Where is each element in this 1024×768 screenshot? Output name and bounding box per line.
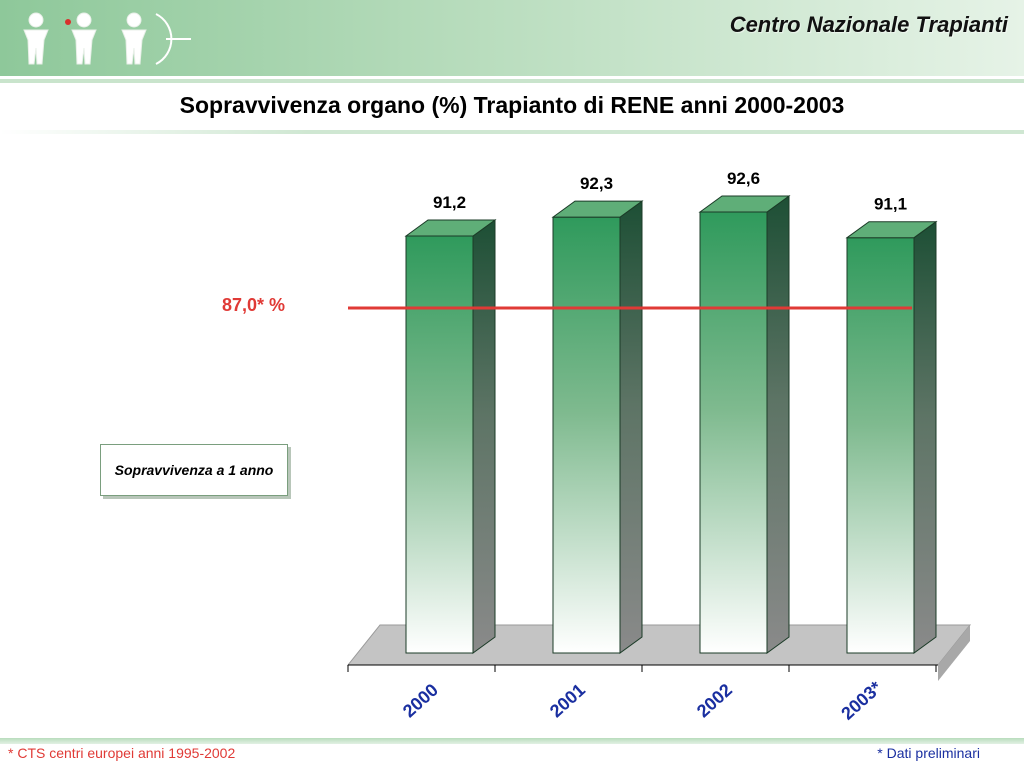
x-tick-label: 2002 (693, 680, 736, 722)
brand-name: Centro Nazionale Trapianti (729, 12, 1008, 37)
cnt-logo-icon (23, 12, 191, 65)
data-label: 92,3 (580, 174, 613, 193)
footer-divider (0, 738, 1024, 744)
bar-front (699, 211, 768, 654)
bar-chart: 91,2 92,3 92,6 91,1 2000 2001 2002 2003* (346, 169, 972, 724)
bar-top (404, 219, 497, 237)
chart-floor-edge (938, 625, 970, 681)
bar-top (698, 195, 791, 213)
x-tick-label: 2003* (837, 677, 885, 723)
x-tick-label: 2001 (546, 680, 589, 722)
page-title: Sopravvivenza organo (%) Trapianto di RE… (179, 92, 845, 118)
reference-line-label: 87,0* % (222, 295, 286, 315)
bar-front (846, 237, 915, 654)
bar-front (405, 235, 474, 654)
bar-top (551, 200, 644, 218)
header-divider (0, 76, 1024, 79)
bar-side (619, 200, 643, 654)
bar-side (913, 220, 937, 654)
data-label: 91,2 (433, 193, 466, 212)
bar-2000 (404, 219, 497, 654)
bar-front (552, 216, 621, 654)
bar-side (766, 195, 790, 654)
legend-label: Sopravvivenza a 1 anno (114, 461, 274, 478)
x-tick-label: 2000 (399, 680, 442, 722)
bar-side (472, 219, 496, 654)
bar-top (845, 221, 938, 239)
legend-box: Sopravvivenza a 1 anno (100, 444, 288, 496)
footnote-preliminary: * Dati preliminari (877, 745, 980, 761)
bar-2002 (698, 195, 791, 654)
bar-2001 (551, 200, 644, 654)
footnote-source: * CTS centri europei anni 1995-2002 (8, 745, 236, 761)
bar-2003* (845, 220, 938, 654)
data-label: 92,6 (727, 169, 760, 188)
data-label: 91,1 (874, 195, 907, 214)
title-divider (0, 130, 1024, 134)
header-divider-shade (0, 79, 1024, 83)
